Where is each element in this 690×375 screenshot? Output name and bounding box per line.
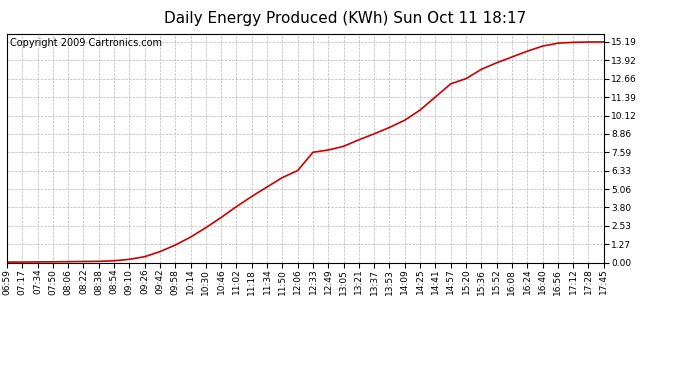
Text: Copyright 2009 Cartronics.com: Copyright 2009 Cartronics.com: [10, 38, 162, 48]
Text: Daily Energy Produced (KWh) Sun Oct 11 18:17: Daily Energy Produced (KWh) Sun Oct 11 1…: [164, 11, 526, 26]
